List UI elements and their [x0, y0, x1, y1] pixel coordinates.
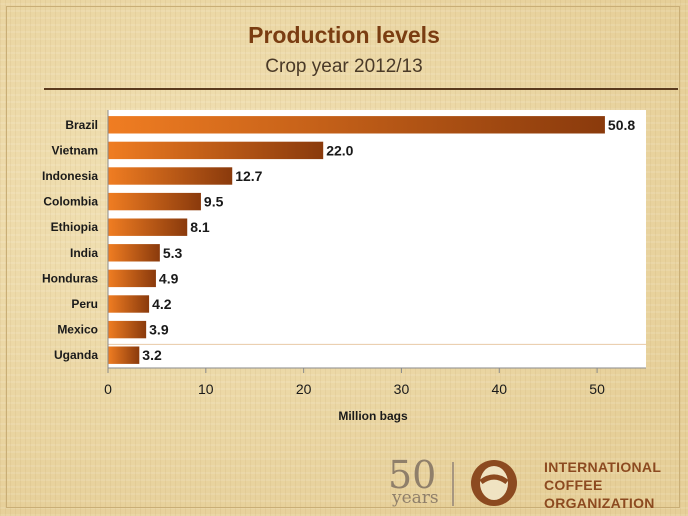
category-label: India	[70, 246, 98, 260]
org-name-line-2: COFFEE	[544, 477, 603, 493]
chart-title: Production levels	[248, 22, 440, 48]
data-label: 22.0	[326, 142, 353, 158]
category-label: Peru	[71, 297, 98, 311]
data-label: 4.9	[159, 270, 179, 286]
anniversary-number: 50	[388, 453, 437, 497]
x-axis-title: Million bags	[338, 409, 408, 423]
chart-subtitle: Crop year 2012/13	[265, 56, 423, 77]
title-rule	[44, 88, 678, 90]
slide-frame	[6, 6, 680, 508]
footer-separator	[452, 462, 454, 506]
bar-indonesia	[108, 167, 233, 185]
bar-colombia	[108, 192, 201, 211]
category-label: Indonesia	[42, 169, 98, 183]
anniversary-word: years	[392, 488, 439, 508]
x-tick-label: 0	[104, 381, 112, 397]
org-name-line-1: INTERNATIONAL	[544, 459, 662, 475]
x-tick-label: 40	[491, 381, 507, 397]
category-label: Mexico	[57, 323, 98, 337]
bar-peru	[108, 295, 150, 313]
category-label: Brazil	[65, 118, 98, 132]
bar-india	[108, 244, 160, 262]
data-label: 50.8	[608, 117, 635, 133]
category-label: Colombia	[43, 195, 98, 209]
production-bar-chart: Brazil 50.8 Vietnam 22.0 Indonesia 12.7 Colomb…	[42, 110, 646, 423]
bar-honduras	[108, 269, 156, 288]
data-label: 12.7	[235, 168, 262, 184]
data-label: 8.1	[190, 219, 210, 235]
org-name-line-3: ORGANIZATION	[544, 495, 655, 511]
x-tick-label: 30	[394, 381, 410, 397]
data-label: 3.2	[142, 347, 162, 363]
bar-brazil	[108, 116, 605, 134]
data-label: 4.2	[152, 296, 172, 312]
bar-vietnam	[108, 141, 324, 160]
bar-uganda	[108, 346, 140, 364]
data-label: 3.9	[149, 322, 169, 338]
bar-mexico	[108, 320, 147, 339]
x-tick-label: 20	[296, 381, 312, 397]
category-label: Honduras	[42, 271, 98, 285]
category-label: Vietnam	[52, 143, 98, 157]
data-label: 9.5	[204, 194, 224, 210]
x-tick-label: 50	[589, 381, 605, 397]
coffee-bean-circle-icon	[471, 460, 517, 506]
data-label: 5.3	[163, 245, 183, 261]
x-tick-label: 10	[198, 381, 214, 397]
category-label: Uganda	[54, 348, 98, 362]
category-label: Ethiopia	[51, 220, 99, 234]
bar-ethiopia	[108, 218, 188, 236]
